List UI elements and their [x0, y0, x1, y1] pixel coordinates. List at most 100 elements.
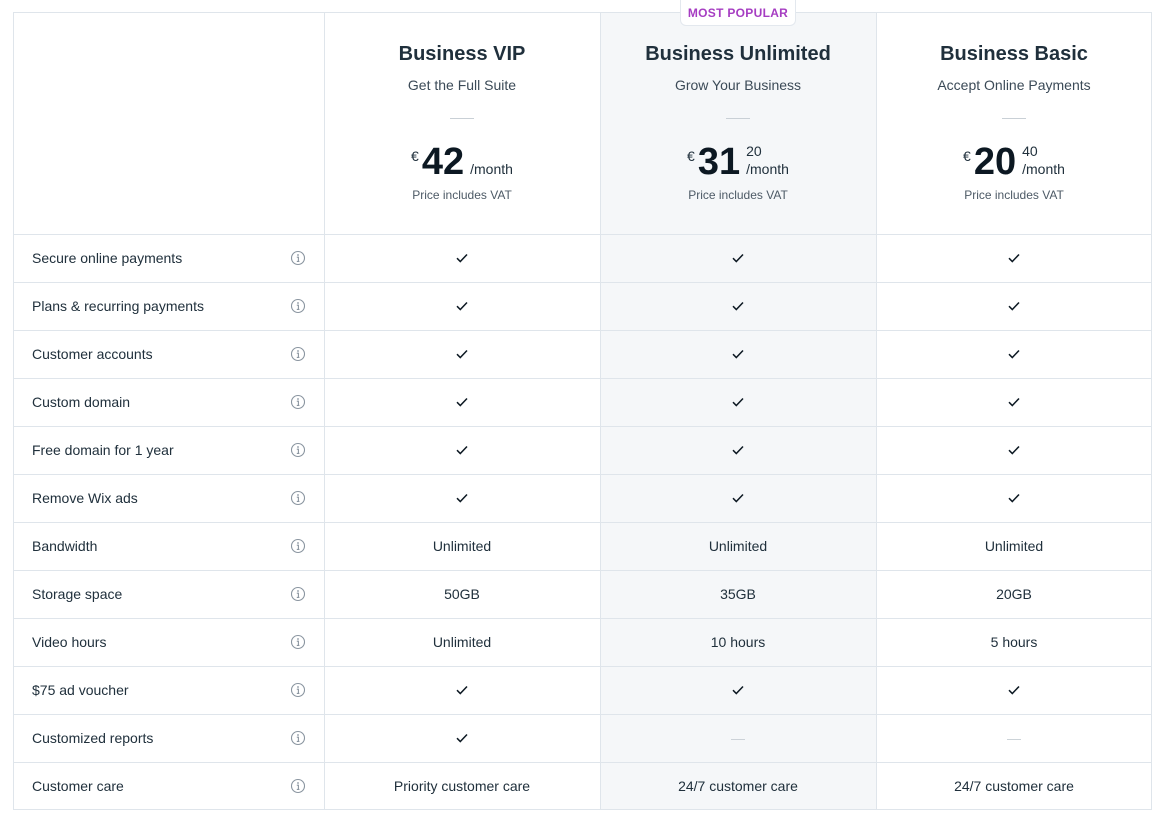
row-divider — [13, 570, 1152, 571]
info-icon[interactable] — [290, 346, 306, 362]
feature-label: Free domain for 1 year — [32, 442, 174, 458]
check-icon — [324, 714, 600, 762]
row-divider — [13, 282, 1152, 283]
check-icon — [600, 330, 876, 378]
price-vat-note: Price includes VAT — [964, 188, 1064, 202]
price-currency: € — [963, 148, 971, 164]
info-icon[interactable] — [290, 634, 306, 650]
check-icon — [876, 234, 1152, 282]
info-icon[interactable] — [290, 730, 306, 746]
row-divider — [13, 474, 1152, 475]
check-icon — [600, 666, 876, 714]
info-icon[interactable] — [290, 538, 306, 554]
feature-value: 24/7 customer care — [954, 778, 1074, 794]
plan-price: € 20 40 /month — [876, 142, 1152, 182]
check-icon — [876, 474, 1152, 522]
row-divider — [13, 330, 1152, 331]
row-divider — [13, 666, 1152, 667]
feature-value: Unlimited — [708, 538, 768, 554]
feature-value: Unlimited — [432, 538, 492, 554]
price-amount: 42 — [421, 141, 465, 183]
plan-tagline: Grow Your Business — [674, 77, 802, 93]
popular-column-background — [600, 12, 876, 810]
feature-value: 35GB — [720, 586, 756, 602]
row-divider — [13, 234, 1152, 235]
feature-value: Unlimited — [432, 634, 492, 650]
row-divider — [13, 762, 1152, 763]
check-icon — [324, 474, 600, 522]
check-icon — [600, 474, 876, 522]
column-divider — [876, 12, 877, 810]
check-icon — [876, 666, 1152, 714]
feature-value: 10 hours — [710, 634, 766, 650]
feature-label: Customer care — [32, 778, 124, 794]
info-icon[interactable] — [290, 490, 306, 506]
plan-header: Business Unlimited Grow Your Business € … — [600, 12, 876, 234]
dash-icon: — — [1007, 730, 1021, 746]
feature-value: 24/7 customer care — [678, 778, 798, 794]
feature-label: Customer accounts — [32, 346, 153, 362]
price-cents: 40 — [1022, 143, 1038, 159]
feature-value: 20GB — [996, 586, 1032, 602]
feature-value: 5 hours — [990, 634, 1038, 650]
info-icon[interactable] — [290, 298, 306, 314]
price-period: /month — [470, 161, 513, 177]
check-icon — [600, 234, 876, 282]
feature-label: Video hours — [32, 634, 107, 650]
feature-value: Priority customer care — [393, 778, 531, 794]
dash-icon: — — [731, 730, 745, 746]
info-icon[interactable] — [290, 682, 306, 698]
feature-label: Secure online payments — [32, 250, 183, 266]
check-icon — [600, 378, 876, 426]
info-icon[interactable] — [290, 442, 306, 458]
plan-separator — [450, 118, 474, 119]
check-icon — [600, 282, 876, 330]
check-icon — [324, 426, 600, 474]
plan-name: Business Basic — [940, 43, 1088, 65]
plan-price: € 31 20 /month — [600, 142, 876, 182]
info-icon[interactable] — [290, 250, 306, 266]
plan-price: € 42 /month — [324, 142, 600, 182]
feature-label: Customized reports — [32, 730, 154, 746]
price-amount: 31 — [697, 141, 741, 183]
check-icon — [324, 282, 600, 330]
plan-tagline: Get the Full Suite — [407, 77, 517, 93]
feature-value: 50GB — [444, 586, 480, 602]
plan-tagline: Accept Online Payments — [937, 77, 1091, 93]
info-icon[interactable] — [290, 586, 306, 602]
price-cents: 20 — [746, 143, 762, 159]
check-icon — [324, 234, 600, 282]
feature-value: Unlimited — [984, 538, 1044, 554]
check-icon — [876, 282, 1152, 330]
row-divider — [13, 618, 1152, 619]
plan-header: Business Basic Accept Online Payments € … — [876, 12, 1152, 234]
check-icon — [324, 666, 600, 714]
price-period: /month — [1022, 161, 1065, 177]
check-icon — [876, 330, 1152, 378]
price-period: /month — [746, 161, 789, 177]
row-divider — [13, 378, 1152, 379]
price-vat-note: Price includes VAT — [688, 188, 788, 202]
info-icon[interactable] — [290, 394, 306, 410]
plan-header: Business VIP Get the Full Suite € 42 /mo… — [324, 12, 600, 234]
table-frame — [13, 12, 1152, 810]
check-icon — [876, 378, 1152, 426]
plan-separator — [1002, 118, 1026, 119]
check-icon — [324, 378, 600, 426]
column-divider — [324, 12, 325, 810]
price-currency: € — [687, 148, 695, 164]
column-divider — [600, 12, 601, 810]
row-divider — [13, 522, 1152, 523]
feature-label: Bandwidth — [32, 538, 98, 554]
feature-label: $75 ad voucher — [32, 682, 129, 698]
plan-name: Business Unlimited — [645, 43, 831, 65]
row-divider — [13, 714, 1152, 715]
plan-name: Business VIP — [398, 43, 526, 65]
row-divider — [13, 426, 1152, 427]
feature-label: Storage space — [32, 586, 123, 602]
feature-label: Remove Wix ads — [32, 490, 138, 506]
info-icon[interactable] — [290, 778, 306, 794]
most-popular-badge: MOST POPULAR — [680, 0, 796, 26]
check-icon — [600, 426, 876, 474]
check-icon — [876, 426, 1152, 474]
